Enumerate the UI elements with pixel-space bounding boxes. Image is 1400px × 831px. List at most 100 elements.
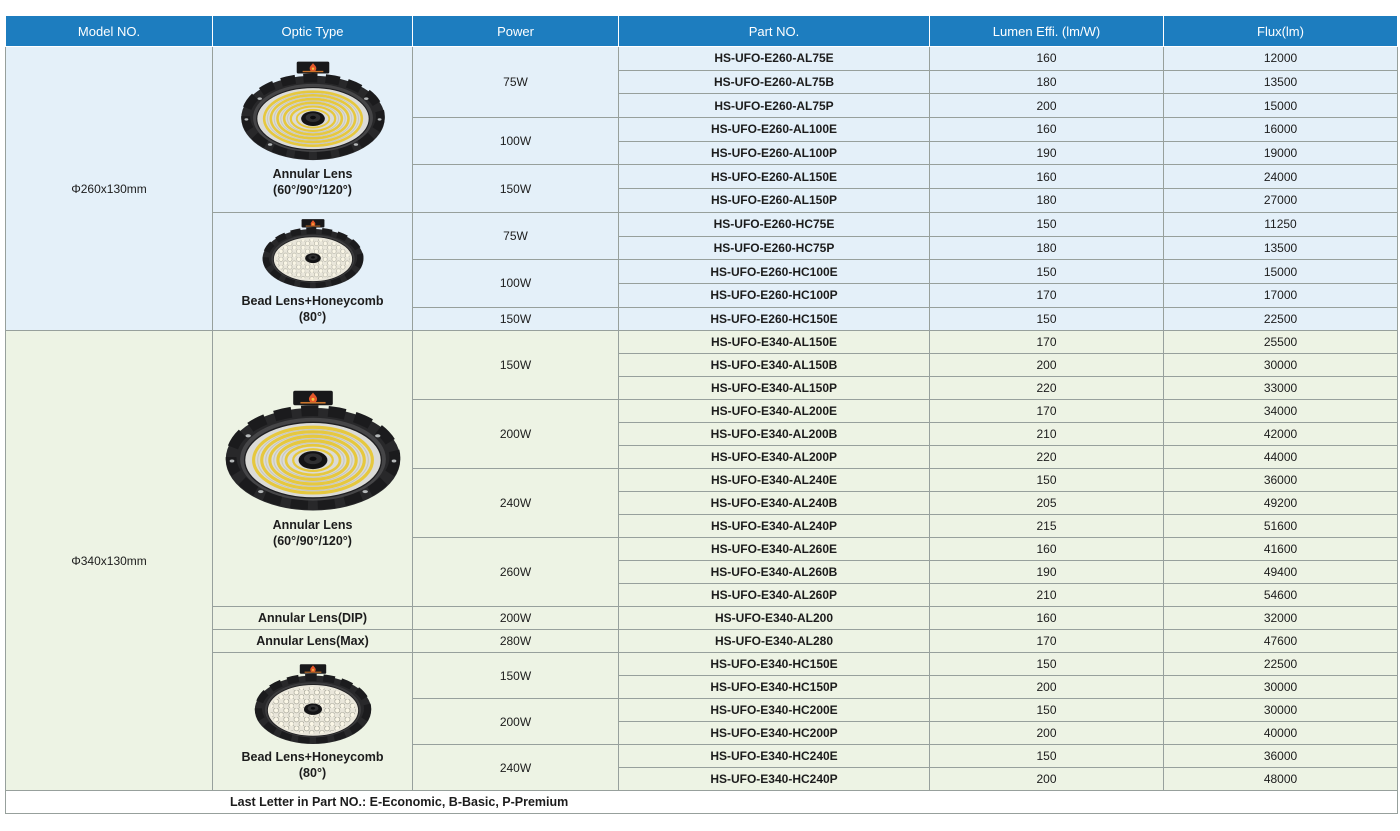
lumen-efficiency-cell: 160 bbox=[929, 117, 1164, 142]
flux-cell: 41600 bbox=[1163, 537, 1398, 562]
flux-cell: 36000 bbox=[1163, 468, 1398, 493]
flux-cell: 49400 bbox=[1163, 560, 1398, 585]
lumen-efficiency-cell: 190 bbox=[929, 560, 1164, 585]
flux-cell: 12000 bbox=[1163, 46, 1398, 71]
annular-lens-image bbox=[225, 390, 400, 511]
lumen-efficiency-cell: 180 bbox=[929, 235, 1164, 261]
lumen-efficiency-cell: 150 bbox=[929, 744, 1164, 769]
honeycomb-lens-image bbox=[262, 219, 363, 289]
part-number-cell: HS-UFO-E340-AL200B bbox=[618, 422, 930, 447]
col-header-part-no: Part NO. bbox=[618, 15, 930, 47]
flux-cell: 44000 bbox=[1163, 445, 1398, 470]
spec-row: HS-UFO-E340-AL200P 220 44000 bbox=[6, 445, 1398, 470]
spec-row: Annular Lens(Max) 280W HS-UFO-E340-AL280 17… bbox=[6, 629, 1398, 654]
lumen-efficiency-cell: 200 bbox=[929, 93, 1164, 119]
part-number-cell: HS-UFO-E260-AL75P bbox=[618, 93, 930, 119]
part-number-cell: HS-UFO-E340-HC240P bbox=[618, 767, 930, 792]
spec-row: 200W HS-UFO-E340-HC200E 150 30000 bbox=[6, 698, 1398, 746]
lumen-efficiency-cell: 200 bbox=[929, 767, 1164, 792]
part-number-cell: HS-UFO-E340-AL200E bbox=[618, 399, 930, 424]
flux-cell: 33000 bbox=[1163, 376, 1398, 401]
flux-cell: 25500 bbox=[1163, 330, 1398, 355]
flux-cell: 34000 bbox=[1163, 399, 1398, 424]
spec-row: 260W HS-UFO-E340-AL260E 160 41600 bbox=[6, 537, 1398, 608]
model-cell: Φ340x130mm bbox=[5, 330, 213, 792]
spec-row: Bead Lens+Honeycomb (80°) 150W HS-UFO-E340-… bbox=[6, 652, 1398, 792]
brand-badge bbox=[296, 62, 329, 74]
flux-cell: 47600 bbox=[1163, 629, 1398, 654]
lumen-efficiency-cell: 170 bbox=[929, 282, 1164, 308]
power-cell: 150W bbox=[412, 306, 619, 332]
lumen-efficiency-cell: 210 bbox=[929, 583, 1164, 608]
col-header-optic-type: Optic Type bbox=[212, 15, 413, 47]
col-header-lumen-efficiency: Lumen Effi. (lm/W) bbox=[929, 15, 1164, 47]
part-number-cell: HS-UFO-E340-HC200P bbox=[618, 721, 930, 746]
part-number-cell: HS-UFO-E340-AL260P bbox=[618, 583, 930, 608]
lumen-efficiency-cell: 210 bbox=[929, 422, 1164, 447]
power-cell: 100W bbox=[412, 117, 619, 166]
flux-cell: 42000 bbox=[1163, 422, 1398, 447]
lumen-efficiency-cell: 150 bbox=[929, 652, 1164, 677]
flux-cell: 16000 bbox=[1163, 117, 1398, 142]
part-number-cell: HS-UFO-E260-HC100E bbox=[618, 259, 930, 284]
lumen-efficiency-cell: 150 bbox=[929, 468, 1164, 493]
lumen-efficiency-cell: 160 bbox=[929, 46, 1164, 71]
optic-label: Annular Lens(DIP) bbox=[257, 611, 368, 626]
part-number-cell: HS-UFO-E260-AL150P bbox=[618, 188, 930, 213]
flux-cell: 22500 bbox=[1163, 306, 1398, 332]
lumen-efficiency-cell: 160 bbox=[929, 537, 1164, 562]
spec-row: HS-UFO-E340-AL240B 205 49200 bbox=[6, 491, 1398, 516]
lumen-efficiency-cell: 200 bbox=[929, 675, 1164, 700]
lumen-efficiency-cell: 170 bbox=[929, 629, 1164, 654]
lumen-efficiency-cell: 160 bbox=[929, 164, 1164, 190]
part-number-cell: HS-UFO-E260-AL150E bbox=[618, 164, 930, 190]
spec-row: HS-UFO-E260-AL100P 190 19000 bbox=[6, 140, 1398, 166]
flux-cell: 27000 bbox=[1163, 188, 1398, 213]
optic-cell: Annular Lens (60°/90°/120°) bbox=[212, 330, 413, 608]
spec-row: HS-UFO-E340-AL150P 220 33000 bbox=[6, 376, 1398, 401]
flux-cell: 36000 bbox=[1163, 744, 1398, 769]
honeycomb-lens-image bbox=[254, 663, 371, 744]
lumen-efficiency-cell: 200 bbox=[929, 721, 1164, 746]
flux-cell: 22500 bbox=[1163, 652, 1398, 677]
power-cell: 200W bbox=[412, 399, 619, 470]
optic-cell: Bead Lens+Honeycomb (80°) bbox=[212, 211, 413, 332]
spec-row: 100W HS-UFO-E260-AL100E 160 16000 bbox=[6, 117, 1398, 166]
spec-row: HS-UFO-E260-AL150P 180 27000 bbox=[6, 188, 1398, 213]
annular-lens-image bbox=[240, 62, 385, 161]
optic-label: Bead Lens+Honeycomb bbox=[241, 294, 384, 309]
flux-cell: 30000 bbox=[1163, 698, 1398, 723]
part-number-cell: HS-UFO-E260-AL75E bbox=[618, 46, 930, 71]
power-cell: 150W bbox=[412, 164, 619, 213]
spec-row: Φ260x130mm Annular Lens (60°/90°/120°) 75W… bbox=[5, 45, 1398, 332]
flux-cell: 32000 bbox=[1163, 606, 1398, 631]
part-number-cell: HS-UFO-E340-AL260B bbox=[618, 560, 930, 585]
col-header-flux: Flux(lm) bbox=[1163, 15, 1398, 47]
lumen-efficiency-cell: 170 bbox=[929, 399, 1164, 424]
brand-badge bbox=[301, 219, 324, 228]
lumen-efficiency-cell: 150 bbox=[929, 698, 1164, 723]
part-number-cell: HS-UFO-E260-HC100P bbox=[618, 282, 930, 308]
flux-cell: 51600 bbox=[1163, 514, 1398, 539]
spec-row: 240W HS-UFO-E340-HC240E 150 36000 bbox=[6, 744, 1398, 792]
optic-cell: Annular Lens(Max) bbox=[212, 629, 413, 654]
spec-row: HS-UFO-E340-AL150B 200 30000 bbox=[6, 353, 1398, 378]
lumen-efficiency-cell: 200 bbox=[929, 353, 1164, 378]
spec-row: HS-UFO-E260-AL75P 200 15000 bbox=[6, 93, 1398, 119]
power-cell: 240W bbox=[412, 468, 619, 539]
flux-cell: 13500 bbox=[1163, 69, 1398, 95]
part-number-cell: HS-UFO-E340-AL200P bbox=[618, 445, 930, 470]
part-number-cell: HS-UFO-E340-AL150E bbox=[618, 330, 930, 355]
model-cell: Φ260x130mm bbox=[5, 45, 213, 332]
lumen-efficiency-cell: 180 bbox=[929, 188, 1164, 213]
part-number-cell: HS-UFO-E260-HC75E bbox=[618, 211, 930, 237]
lumen-efficiency-cell: 150 bbox=[929, 306, 1164, 332]
optic-sublabel: (80°) bbox=[298, 765, 327, 780]
part-number-cell: HS-UFO-E260-AL100E bbox=[618, 117, 930, 142]
part-number-cell: HS-UFO-E260-AL100P bbox=[618, 140, 930, 166]
flux-cell: 15000 bbox=[1163, 93, 1398, 119]
optic-label: Bead Lens+Honeycomb bbox=[241, 749, 384, 764]
spec-row: HS-UFO-E340-HC200P 200 40000 bbox=[6, 721, 1398, 746]
optic-sublabel: (80°) bbox=[298, 310, 327, 325]
optic-cell: Annular Lens(DIP) bbox=[212, 606, 413, 631]
